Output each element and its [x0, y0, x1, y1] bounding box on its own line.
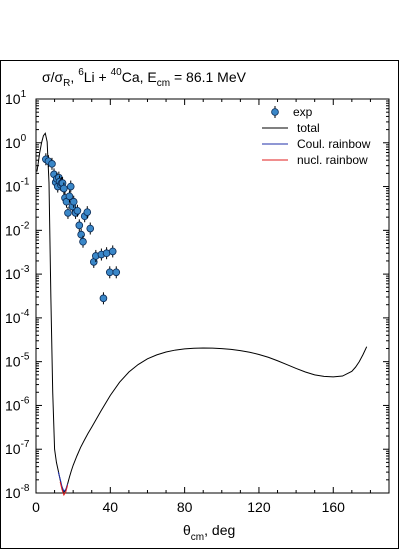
series-line-nucl-rainbow [59, 481, 69, 497]
exp-point [60, 184, 68, 193]
y-tick-exponent: -4 [21, 308, 30, 319]
title-proj-mass: 6 [78, 67, 84, 78]
y-tick-base: 10 [5, 179, 21, 195]
title-sigma-sub: R [63, 78, 70, 89]
exp-point [86, 224, 95, 233]
y-tick-exponent: -2 [21, 220, 30, 231]
y-tick-exponent: -1 [21, 177, 30, 188]
y-tick-label: 10-5 [5, 352, 30, 370]
legend-label: nucl. rainbow [297, 153, 368, 167]
legend-exp-marker [271, 108, 279, 116]
exp-point [48, 160, 56, 168]
y-tick-label: 100 [5, 133, 27, 151]
exp-point [64, 209, 72, 217]
title-sep: , [70, 69, 78, 85]
y-tick-label: 10-6 [5, 395, 30, 413]
exp-point [69, 197, 78, 206]
exp-point [65, 192, 74, 201]
title-targ-mass: 40 [111, 67, 123, 78]
exp-point [73, 206, 82, 215]
y-tick-label: 101 [5, 89, 27, 107]
y-tick-exponent: 0 [21, 133, 27, 144]
exp-point [105, 268, 114, 277]
y-tick-base: 10 [5, 222, 21, 238]
y-tick-label: 10-1 [5, 177, 30, 195]
x-tick-label: 120 [247, 499, 271, 515]
y-tick-base: 10 [5, 485, 21, 501]
x-axis-title-sub: cm [191, 532, 204, 543]
exp-point [83, 208, 92, 216]
x-tick-label: 0 [32, 499, 40, 515]
legend: exp total Coul. rainbow nucl. rainbow [262, 105, 371, 167]
exp-point [77, 230, 85, 239]
exp-point [99, 294, 108, 303]
title-energy-sub: cm [157, 78, 170, 89]
y-tick-exponent: -5 [21, 352, 30, 363]
exp-point [66, 182, 75, 191]
series-group [36, 132, 368, 497]
legend-label-exp: exp [293, 105, 313, 119]
exp-point [75, 221, 84, 230]
exp-point [79, 237, 87, 246]
plot-area [35, 98, 390, 497]
x-axis: 0 40 80 120 160 [32, 99, 371, 515]
y-tick-exponent: -3 [21, 264, 30, 275]
exp-point [112, 268, 121, 277]
y-tick-label: 10-7 [5, 439, 30, 457]
y-tick-exponent: 1 [21, 89, 27, 100]
y-tick-base: 10 [5, 266, 21, 282]
x-tick-label: 40 [103, 499, 119, 515]
x-axis-title-theta: θ [183, 522, 191, 538]
title-projectile: Li + [84, 69, 111, 85]
y-tick-base: 10 [5, 135, 21, 151]
x-axis-title: θcm, deg [183, 522, 235, 543]
y-tick-base: 10 [5, 354, 21, 370]
y-tick-base: 10 [5, 310, 21, 326]
y-tick-base: 10 [5, 397, 21, 413]
plot-border [35, 98, 390, 494]
y-tick-label: 10-8 [5, 483, 30, 501]
x-tick-label: 80 [177, 499, 193, 515]
y-tick-label: 10-2 [5, 220, 30, 238]
title-target: Ca, E [122, 69, 157, 85]
x-tick-label: 160 [322, 499, 346, 515]
y-tick-base: 10 [5, 91, 21, 107]
y-tick-exponent: -8 [21, 483, 30, 494]
y-tick-base: 10 [5, 441, 21, 457]
series-line-total [36, 132, 368, 493]
legend-label: Coul. rainbow [297, 137, 371, 151]
outer-border [0, 60, 399, 549]
x-axis-title-unit: , deg [204, 522, 235, 538]
y-tick-exponent: -6 [21, 395, 30, 406]
legend-label: total [297, 121, 320, 135]
y-tick-label: 10-4 [5, 308, 30, 326]
title-sigma-ratio: σ/σ [42, 69, 64, 85]
title-energy: = 86.1 MeV [170, 69, 247, 85]
exp-point [108, 247, 117, 256]
chart-title: σ/σR, 6Li + 40Ca, Ecm = 86.1 MeV [42, 67, 247, 89]
y-tick-label: 10-3 [5, 264, 30, 282]
y-tick-exponent: -7 [21, 439, 30, 450]
series-line-coul-rainbow [57, 471, 69, 493]
